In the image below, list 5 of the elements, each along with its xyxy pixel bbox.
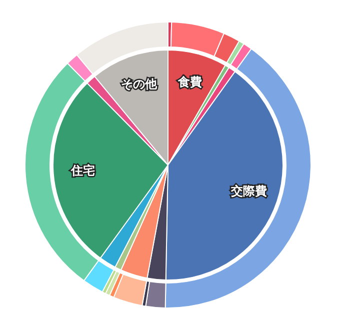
slice-label: その他 xyxy=(121,77,158,92)
slice-label: 食費 xyxy=(176,75,202,90)
slice-label: 住宅 xyxy=(70,164,96,178)
donut-slice xyxy=(113,274,148,306)
slice-label: 交際費 xyxy=(230,184,267,198)
